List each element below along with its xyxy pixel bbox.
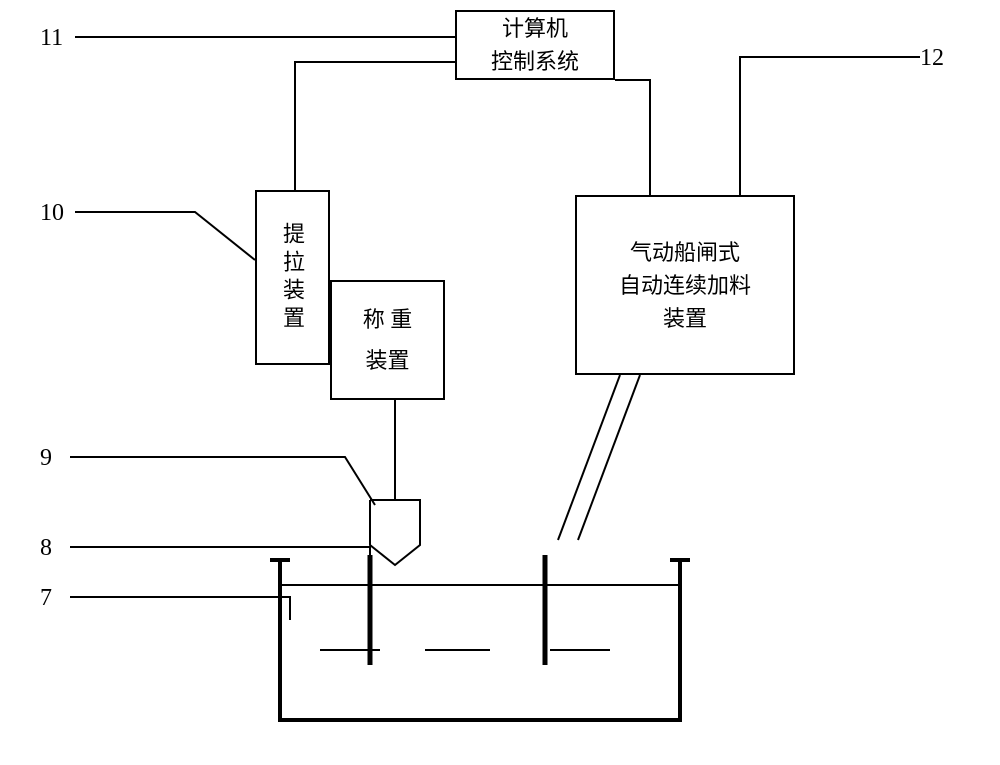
weighing-line1: 称 重 bbox=[363, 303, 413, 336]
weighing-device-box: 称 重 装置 bbox=[330, 280, 445, 400]
label-9: 9 bbox=[40, 445, 52, 472]
feeding-line1: 气动船闸式 bbox=[630, 240, 740, 265]
leader-9 bbox=[70, 457, 375, 505]
conn-feed-pipe-a bbox=[558, 375, 620, 540]
feeding-device-box: 气动船闸式 自动连续加料 装置 bbox=[575, 195, 795, 375]
leader-8 bbox=[70, 547, 370, 580]
conn-feed-pipe-b bbox=[578, 375, 640, 540]
label-7: 7 bbox=[40, 585, 52, 612]
label-10: 10 bbox=[40, 200, 64, 227]
leader-10 bbox=[75, 212, 255, 260]
feeding-line2: 自动连续加料 bbox=[619, 273, 751, 298]
diagram-svg bbox=[0, 0, 1000, 765]
label-12: 12 bbox=[920, 45, 944, 72]
pulling-device-box: 提拉装置 bbox=[255, 190, 330, 365]
label-11: 11 bbox=[40, 25, 63, 52]
baffles bbox=[370, 555, 545, 665]
conn-feed-cpu bbox=[615, 80, 650, 195]
computer-line1: 计算机 bbox=[502, 16, 568, 41]
computer-control-box: 计算机 控制系统 bbox=[455, 10, 615, 80]
leader-12 bbox=[740, 57, 920, 195]
feeding-line3: 装置 bbox=[663, 306, 707, 331]
weighing-line2: 装置 bbox=[365, 344, 409, 377]
tank-outer bbox=[270, 560, 690, 720]
leader-7 bbox=[70, 597, 290, 620]
funnel-shape bbox=[370, 500, 420, 565]
pulling-text: 提拉装置 bbox=[276, 222, 309, 334]
computer-line2: 控制系统 bbox=[491, 49, 579, 74]
label-8: 8 bbox=[40, 535, 52, 562]
conn-pull-cpu bbox=[295, 62, 455, 190]
